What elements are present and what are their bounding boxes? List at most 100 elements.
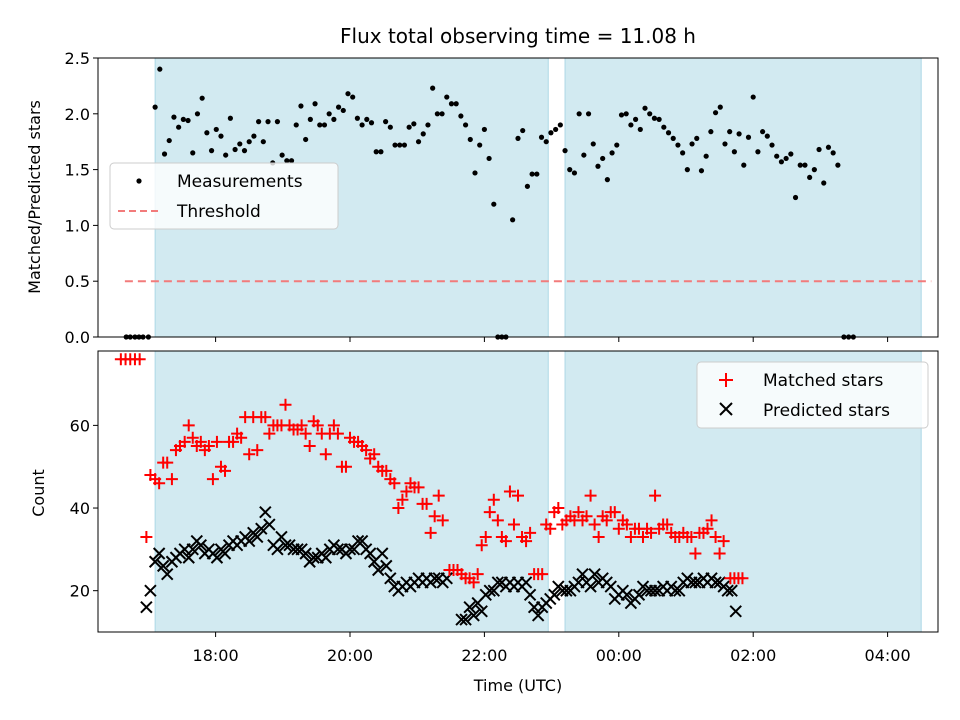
y-tick-label: 2.0 [65,105,90,124]
predicted-star-point [331,543,345,556]
matched-star-point [331,427,344,440]
measurement-point [783,155,789,162]
measurement-point [472,170,478,176]
matched-star-point [295,419,308,432]
predicted-star-point [299,547,312,560]
predicted-star-point [182,551,195,564]
measurement-point [477,142,483,148]
measurement-point [288,158,295,164]
matched-star-point [624,530,637,543]
matched-star-point [210,435,223,448]
measurement-point [755,149,761,155]
measurement-point [387,124,393,130]
matched-star-point [520,535,533,548]
measurement-point [401,142,408,148]
predicted-star-point [140,600,153,614]
measurement-point [633,116,639,122]
matched-star-point [503,485,516,498]
legend-predicted-marker [719,402,733,416]
measurement-point [176,124,182,130]
measurement-point [364,116,370,122]
measurement-point [675,142,681,148]
measurement-point [670,135,676,141]
matched-star-point [140,530,153,543]
measurement-point [590,141,596,147]
matched-star-point [713,547,726,560]
matched-star-point [436,514,449,527]
measurement-point [279,152,285,158]
measurement-point [284,158,290,164]
measurement-point [835,162,841,168]
measurement-point [567,167,573,173]
measurement-point [335,104,342,110]
measurement-point [628,122,634,128]
matched-star-point [339,460,352,473]
predicted-star-point [376,547,389,560]
measurement-point [326,111,332,117]
measurement-point [180,116,186,122]
matched-star-point [299,427,312,440]
predicted-star-point [271,543,284,556]
matched-star-points [114,353,749,589]
matched-star-point [507,518,520,531]
measurement-point [448,101,455,107]
measurement-point [802,162,808,168]
measurement-point [171,114,177,120]
y-tick-label: 0.0 [65,328,90,347]
observing-window-2 [564,57,922,338]
matched-star-point [259,411,272,424]
matched-star-point [178,435,191,448]
x-tick-label: 22:00 [461,646,507,665]
predicted-star-point [279,539,292,552]
measurement-point [665,130,672,136]
predicted-star-point [152,547,166,560]
count-y-axis-label: Count [29,469,48,517]
matched-star-point [182,419,195,432]
predicted-star-point [576,567,589,581]
measurement-point [293,122,299,128]
matched-star-point [467,576,480,589]
matched-star-point [512,489,524,502]
measurement-point [453,101,459,107]
x-tick-label: 00:00 [596,646,642,665]
matched-star-point [392,502,405,515]
matched-star-point [227,435,240,448]
measurement-point [317,122,323,128]
matched-star-point [479,530,492,543]
measurement-point [486,155,492,162]
y-tick-label: 40 [70,499,90,518]
measurement-point [731,149,737,155]
measurement-point [811,167,817,173]
matched-star-point [636,530,649,543]
measurement-point [562,148,568,154]
measurement-point [223,152,229,158]
predicted-star-point [725,584,738,597]
measurement-point [425,122,431,128]
observing-window-1 [154,350,549,633]
matched-star-point [572,506,585,519]
matched-star-point [544,522,557,535]
predicted-star-point [491,576,505,589]
measurement-point [769,142,775,148]
predicted-star-point [263,518,276,531]
measurement-point [680,150,686,156]
matched-star-point [279,398,292,411]
predicted-star-point [307,551,320,564]
x-tick-label: 18:00 [193,646,239,665]
matched-star-point [243,448,256,461]
measurement-point [481,126,487,133]
matched-star-point [432,489,445,502]
legend-measurements-marker [136,178,142,184]
measurement-point [340,107,346,114]
predicted-star-point [632,588,646,602]
measurement-point [354,115,360,121]
predicted-star-point [194,539,208,552]
measurement-point [623,111,629,117]
y-tick-label: 1.5 [65,161,90,180]
ratio-legend: Measurements Threshold [109,162,339,230]
y-tick-label: 1.0 [65,216,90,235]
matched-star-point [153,477,166,490]
matched-star-point [592,530,605,543]
measurement-point [190,150,196,156]
